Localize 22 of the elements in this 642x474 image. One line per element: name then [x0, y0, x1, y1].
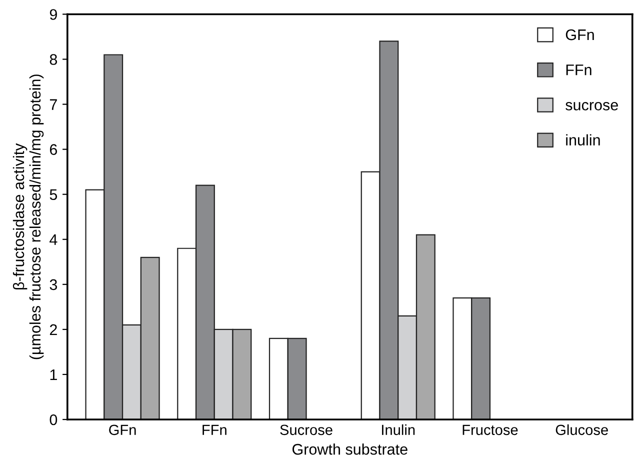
- y-tick-label: 0: [50, 414, 58, 426]
- y-tick-label: 4: [50, 234, 58, 245]
- y-tick-label: 5: [50, 189, 58, 200]
- legend-label: FFn: [566, 64, 592, 76]
- legend-label: inulin: [566, 134, 600, 146]
- x-tick-label: Inulin: [382, 424, 415, 436]
- legend-label: sucrose: [566, 102, 618, 110]
- y-tick-label: 6: [50, 144, 58, 155]
- x-tick-label: FFn: [202, 424, 226, 435]
- x-axis-title: Growth substrate: [292, 444, 408, 455]
- x-tick-label: Fructose: [462, 424, 518, 436]
- x-tick-label: GFn: [109, 424, 136, 436]
- y-axis-title: β-fructosidase activity (µmoles fructose released/min/mg protein): [12, 74, 44, 360]
- x-tick-label: Glucose: [556, 424, 608, 436]
- y-tick-label: 8: [50, 54, 58, 65]
- legend-label: GFn: [566, 29, 594, 40]
- y-tick-label: 9: [50, 9, 57, 20]
- y-tick-label: 2: [50, 324, 57, 335]
- y-tick-label: 3: [50, 279, 58, 290]
- y-tick-label: 7: [50, 99, 57, 110]
- x-tick-label: Sucrose: [280, 424, 332, 436]
- y-tick-label: 1: [50, 369, 57, 380]
